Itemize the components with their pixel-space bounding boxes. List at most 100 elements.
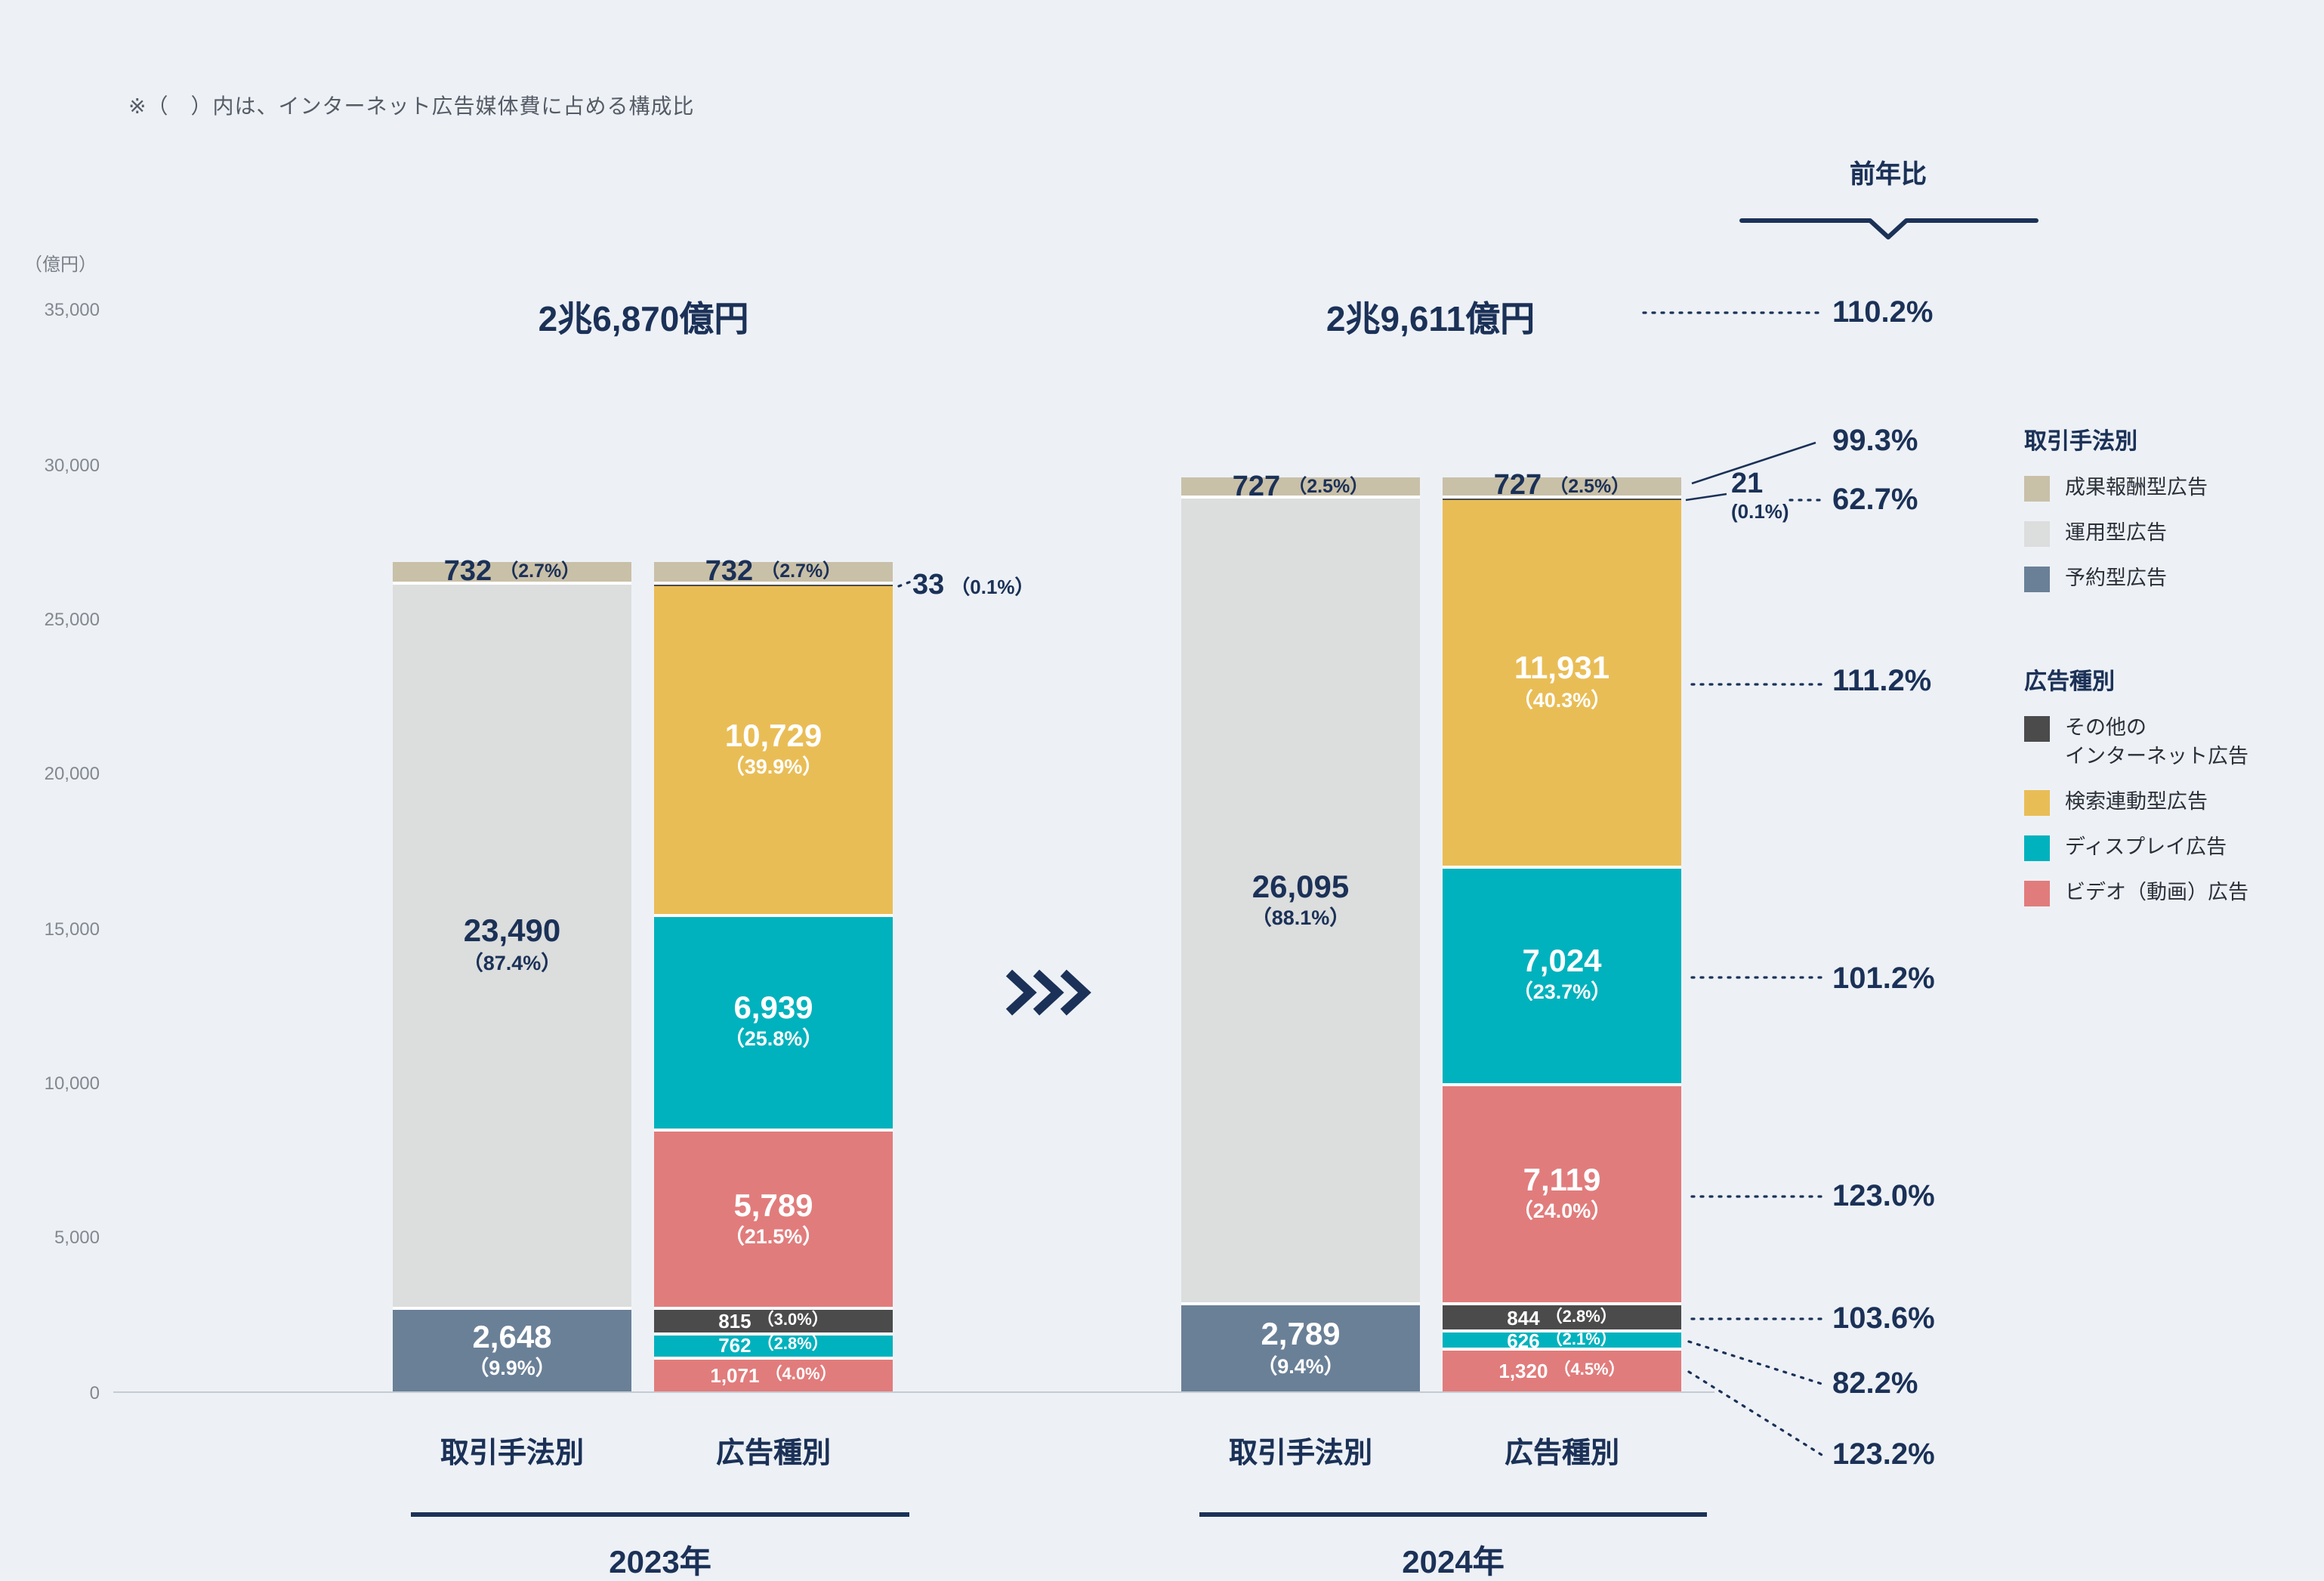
yoy-value-performance: 99.3%	[1832, 425, 1918, 458]
segment-value: 7,024	[1522, 944, 1602, 980]
legend-swatch-icon	[2024, 520, 2050, 547]
legend-item: ディスプレイ広告	[2024, 835, 2248, 862]
segment-value: 762	[718, 1334, 752, 1357]
bar-segment-reserved-ads: 2,789 （9.4%）	[1181, 1305, 1420, 1392]
legend-label: 予約型広告	[2065, 566, 2167, 589]
yoy-value-video-reserved: 123.2%	[1832, 1438, 1935, 1471]
yoy-value-video: 123.0%	[1832, 1180, 1935, 1213]
yoy-value-other-programmatic: 62.7%	[1832, 483, 1918, 517]
legend-item: 予約型広告	[2024, 566, 2208, 594]
segment-value: 2,648	[472, 1320, 552, 1355]
arrow-icon	[1005, 969, 1091, 1016]
segment-share: （3.0%）	[757, 1311, 829, 1330]
yoy-header: 前年比	[1850, 160, 1927, 189]
bar-segment-other-ads-reserved: 844 （2.8%）	[1443, 1305, 1681, 1332]
y-axis-tick: 25,000	[44, 608, 100, 630]
segment-share: （23.7%）	[1512, 980, 1612, 1004]
legend-swatch-icon	[2024, 716, 2050, 742]
year-label-2024: 2024年	[1402, 1545, 1505, 1580]
bar-segment-display-ads: 7,024 （23.7%）	[1443, 869, 1681, 1086]
yoy-value-search: 111.2%	[1832, 665, 1932, 698]
bar-segment-other-ads-reserved: 815 （3.0%）	[654, 1310, 893, 1336]
segment-share: （2.8%）	[1545, 1308, 1617, 1326]
segment-share: （24.0%）	[1512, 1200, 1612, 1223]
segment-value: 815	[718, 1310, 752, 1333]
segment-value: 11,931	[1514, 651, 1610, 687]
segment-share: （21.5%）	[724, 1224, 823, 1248]
legend-label: その他の インターネット広告	[2065, 716, 2248, 767]
segment-value: 10,729	[724, 718, 823, 754]
segment-share: （4.5%）	[1554, 1361, 1625, 1380]
bar-segment-display-ads-reserved: 762 （2.8%）	[654, 1334, 893, 1360]
legend-item: その他の インターネット広告	[2024, 716, 2248, 772]
segment-share: （2.8%）	[757, 1336, 829, 1354]
bar-segment-performance-ads: 732 （2.7%）	[393, 557, 631, 585]
y-axis-tick: 15,000	[44, 918, 100, 940]
segment-share: （2.5%）	[1288, 475, 1369, 497]
legend-ad-type: 広告種別 その他の インターネット広告 検索連動型広告 ディスプレイ広告 ビデオ（動画）…	[2024, 665, 2248, 925]
legend-item: 成果報酬型広告	[2024, 476, 2208, 503]
bar-segment-video-ads: 5,789 （21.5%）	[654, 1131, 893, 1311]
bar-segment-performance-ads: 732 （2.7%）	[654, 557, 893, 585]
y-axis-tick: 10,000	[44, 1072, 100, 1094]
callout-other-ads-2023: 33 （0.1%）	[912, 570, 1035, 603]
segment-value: 1,071	[710, 1364, 760, 1388]
segment-value: 732	[705, 555, 754, 588]
y-axis-tick: 30,000	[44, 454, 100, 476]
segment-share: （88.1%）	[1251, 906, 1350, 930]
legend-title: 広告種別	[2024, 669, 2116, 695]
bar-axis-label: 広告種別	[715, 1438, 831, 1470]
bar-segment-other-ads	[1443, 499, 1681, 501]
legend-swatch-icon	[2024, 566, 2050, 592]
callout-value: 21	[1731, 468, 1764, 500]
yoy-value-display: 101.2%	[1832, 962, 1935, 996]
bar-segment-video-ads-reserved: 1,071 （4.0%）	[654, 1359, 893, 1392]
total-2023: 2兆6,870億円	[538, 299, 749, 338]
legend-item: 運用型広告	[2024, 520, 2208, 548]
segment-share: （2.7%）	[499, 560, 581, 582]
yoy-bracket	[1739, 218, 2039, 239]
segment-share: （2.7%）	[761, 560, 842, 582]
legend-label: 成果報酬型広告	[2065, 476, 2208, 499]
callout-share: （0.1%）	[950, 576, 1035, 598]
segment-value: 7,119	[1523, 1163, 1601, 1199]
group-underline-2024	[1199, 1512, 1707, 1517]
segment-value: 727	[1232, 471, 1281, 502]
bar-segment-search-ads: 11,931 （40.3%）	[1443, 499, 1681, 869]
legend-label: 検索連動型広告	[2065, 789, 2208, 813]
legend-swatch-icon	[2024, 789, 2050, 816]
legend-title: 取引手法別	[2024, 429, 2138, 455]
legend-label: ディスプレイ広告	[2065, 835, 2227, 858]
bar-segment-video-ads: 7,119 （24.0%）	[1443, 1085, 1681, 1306]
legend-label: 運用型広告	[2065, 520, 2167, 544]
legend-swatch-icon	[2024, 880, 2050, 906]
bar-axis-label: 取引手法別	[1228, 1438, 1372, 1470]
bar-segment-reserved-ads: 2,648 （9.9%）	[393, 1310, 631, 1392]
callout-value: 33	[912, 570, 945, 601]
bar-segment-performance-ads: 727 （2.5%）	[1443, 472, 1681, 501]
legend-transaction-method: 取引手法別成果報酬型広告 運用型広告予約型広告	[2024, 425, 2208, 611]
bar-segment-search-ads: 10,729 （39.9%）	[654, 585, 893, 917]
legend-swatch-icon	[2024, 476, 2050, 502]
segment-value: 1,320	[1498, 1360, 1548, 1383]
bar-axis-label: 取引手法別	[440, 1438, 584, 1470]
segment-share: （4.0%）	[765, 1366, 837, 1385]
bar-segment-programmatic-ads: 26,095 （88.1%）	[1181, 499, 1420, 1306]
segment-share: （39.9%）	[724, 755, 823, 778]
segment-share: （25.8%）	[724, 1027, 823, 1051]
segment-value: 5,789	[733, 1188, 813, 1224]
bar-segment-display-ads: 6,939 （25.8%）	[654, 916, 893, 1132]
segment-share: （87.4%）	[462, 951, 562, 974]
year-label-2023: 2023年	[609, 1545, 711, 1580]
y-axis-tick: 35,000	[44, 299, 100, 321]
y-axis-tick: 20,000	[44, 763, 100, 785]
bar-segment-video-ads-reserved: 1,320 （4.5%）	[1443, 1351, 1681, 1392]
x-axis-line	[113, 1391, 1714, 1393]
segment-value: 6,939	[733, 991, 813, 1027]
footnote: ※（ ）内は、インターネット広告媒体費に占める構成比	[128, 94, 695, 118]
segment-value: 732	[443, 555, 492, 588]
bar-axis-label: 広告種別	[1504, 1438, 1619, 1470]
segment-share: （9.9%）	[468, 1357, 556, 1380]
segment-value: 844	[1507, 1306, 1540, 1329]
